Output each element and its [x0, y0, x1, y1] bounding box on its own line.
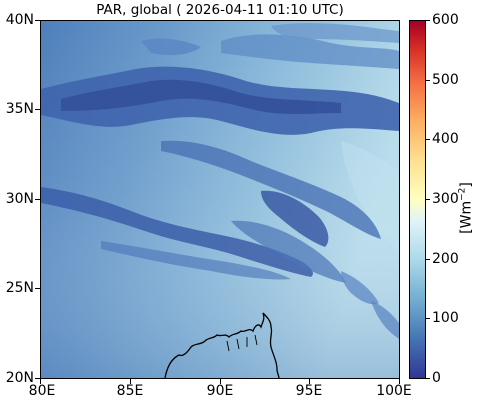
lon-label-95e: 95E [295, 383, 323, 399]
colorbar-label-100: 100 [432, 310, 459, 326]
lat-tick-mark [35, 199, 40, 200]
map-title: PAR, global ( 2026-04-11 01:10 UTC) [96, 2, 344, 18]
colorbar-label-400: 400 [432, 131, 459, 147]
lon-label-100e: 100E [376, 383, 412, 399]
lon-label-85e: 85E [116, 383, 144, 399]
lat-tick-mark [35, 378, 40, 379]
cloud-band-middle [41, 187, 313, 277]
colorbar-tick [426, 318, 430, 319]
colorbar-label-0: 0 [432, 370, 441, 386]
colorbar-label-600: 600 [432, 12, 459, 28]
lat-label-20n: 20N [5, 370, 34, 386]
lat-tick-mark [35, 20, 40, 21]
coastline [164, 312, 280, 378]
par-map-panel [40, 20, 400, 379]
lon-tick-mark [220, 379, 221, 384]
lon-label-90e: 90E [206, 383, 234, 399]
colorbar-tick [426, 199, 430, 200]
lon-label-80e: 80E [28, 383, 56, 399]
colorbar-label-500: 500 [432, 72, 459, 88]
lon-tick-mark [399, 379, 400, 384]
colorbar-label-200: 200 [432, 251, 459, 267]
lat-tick-mark [35, 109, 40, 110]
colorbar-tick [426, 80, 430, 81]
lon-tick-mark [130, 379, 131, 384]
lat-label-35n: 35N [5, 101, 34, 117]
cloud-streak-south [101, 241, 291, 280]
par-field [41, 21, 399, 378]
lat-tick-mark [35, 288, 40, 289]
lat-label-25n: 25N [5, 280, 34, 296]
colorbar-tick [426, 378, 430, 379]
colorbar-label-300: 300 [432, 191, 459, 207]
colorbar [409, 20, 426, 379]
colorbar-tick [426, 20, 430, 21]
colorbar-tick [426, 139, 430, 140]
lat-label-40n: 40N [5, 12, 34, 28]
colorbar-unit-label: [Wm−2] [457, 182, 475, 234]
lat-label-30n: 30N [5, 191, 34, 207]
colorbar-tick [426, 259, 430, 260]
lon-tick-mark [40, 379, 41, 384]
lon-tick-mark [309, 379, 310, 384]
